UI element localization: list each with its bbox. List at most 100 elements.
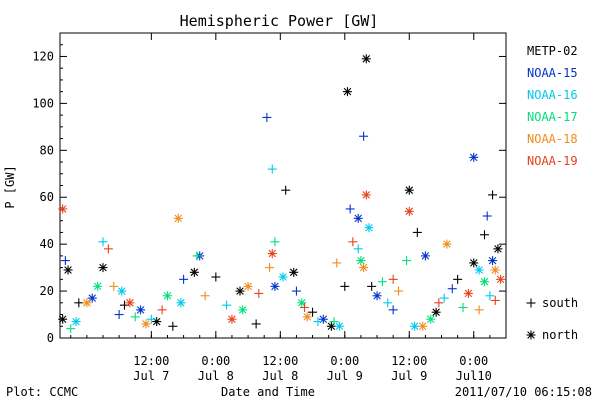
north-point	[71, 317, 81, 327]
south-point	[281, 185, 291, 195]
south-point	[482, 211, 492, 221]
north-point	[125, 298, 135, 308]
south-point	[200, 291, 210, 301]
south-point	[480, 230, 490, 240]
south-point	[60, 256, 70, 266]
south-point	[270, 237, 280, 247]
x-tick-day-label: Jul10	[456, 369, 492, 383]
north-point	[469, 152, 479, 162]
legend: METP-02 NOAA-15 NOAA-16 NOAA-17 NOAA-18 NOAA-…	[527, 44, 578, 168]
north-point	[469, 258, 479, 268]
north-point	[410, 321, 420, 331]
south-marker-icon	[526, 298, 536, 308]
symbol-key-label: south	[542, 296, 578, 310]
x-tick-day-label: Jul 9	[327, 369, 363, 383]
x-tick-time-label: 0:00	[201, 354, 230, 368]
symbol-key-label: north	[542, 328, 578, 342]
south-point	[412, 227, 422, 237]
x-tick-day-label: Jul 8	[198, 369, 234, 383]
x-axis-label: Date and Time	[221, 385, 315, 399]
south-point	[308, 307, 318, 317]
south-point	[447, 284, 457, 294]
north-point	[404, 185, 414, 195]
south-point	[254, 288, 264, 298]
south-point	[353, 244, 363, 254]
north-point	[136, 305, 146, 315]
north-point	[334, 321, 344, 331]
north-point	[488, 256, 498, 266]
north-point	[243, 281, 253, 291]
south-point	[359, 131, 369, 141]
south-point	[345, 204, 355, 214]
south-point	[222, 300, 232, 310]
north-point	[227, 314, 237, 324]
south-point	[377, 277, 387, 287]
legend-entry: NOAA-17	[527, 110, 578, 124]
north-point	[152, 317, 162, 327]
north-point	[463, 288, 473, 298]
north-point	[63, 265, 73, 275]
north-point	[480, 277, 490, 287]
north-point	[278, 272, 288, 282]
north-point	[493, 244, 503, 254]
north-point	[431, 307, 441, 317]
legend-entry: NOAA-16	[527, 88, 578, 102]
plot-timestamp: 2011/07/10 06:15:08	[455, 385, 592, 399]
south-point	[157, 305, 167, 315]
south-point	[146, 314, 156, 324]
south-point	[192, 251, 202, 261]
y-axis: 0 20 40 60 80 100 120	[32, 32, 506, 345]
north-point	[404, 206, 414, 216]
north-point	[356, 256, 366, 266]
north-point	[58, 314, 68, 324]
south-point	[485, 291, 495, 301]
south-point	[490, 295, 500, 305]
north-point	[173, 213, 183, 223]
south-point	[388, 274, 398, 284]
north-point	[289, 267, 299, 277]
legend-entry: NOAA-19	[527, 154, 578, 168]
legend-entry: NOAA-18	[527, 132, 578, 146]
north-point	[238, 305, 248, 315]
north-point	[267, 249, 277, 259]
south-point	[329, 317, 339, 327]
x-tick-day-label: Jul 8	[262, 369, 298, 383]
south-point	[313, 317, 323, 327]
y-axis-label: P [GW]	[3, 165, 17, 208]
south-point	[458, 303, 468, 312]
x-tick-day-label: Jul 9	[391, 369, 427, 383]
north-point	[490, 265, 500, 275]
south-point	[340, 281, 350, 291]
south-point	[211, 272, 221, 282]
x-tick-time-label: 12:00	[262, 354, 298, 368]
north-point	[474, 265, 484, 275]
south-point	[402, 256, 412, 266]
plot-frame	[59, 32, 507, 339]
x-tick-time-label: 12:00	[133, 354, 169, 368]
north-point	[426, 314, 436, 324]
data-points	[58, 54, 506, 334]
south-point	[383, 298, 393, 308]
y-tick-label: 100	[32, 96, 54, 110]
north-point	[372, 291, 382, 301]
south-point	[439, 293, 449, 303]
south-point	[394, 286, 404, 296]
north-point	[58, 204, 68, 214]
south-point	[265, 263, 275, 273]
x-tick-time-label: 0:00	[459, 354, 488, 368]
south-point	[114, 310, 124, 320]
north-point	[141, 319, 151, 329]
south-point	[434, 298, 444, 308]
north-point	[235, 286, 245, 296]
south-point	[367, 281, 377, 291]
south-point	[348, 237, 358, 247]
legend-entry: METP-02	[527, 44, 578, 58]
north-point	[98, 263, 108, 273]
y-tick-label: 120	[32, 49, 54, 63]
south-point	[299, 303, 309, 312]
south-point	[267, 164, 277, 174]
south-point	[103, 244, 113, 254]
south-point	[332, 258, 342, 268]
south-point	[74, 298, 84, 308]
